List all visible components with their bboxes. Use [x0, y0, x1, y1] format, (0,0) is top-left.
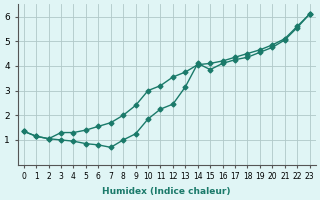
X-axis label: Humidex (Indice chaleur): Humidex (Indice chaleur) — [102, 187, 231, 196]
